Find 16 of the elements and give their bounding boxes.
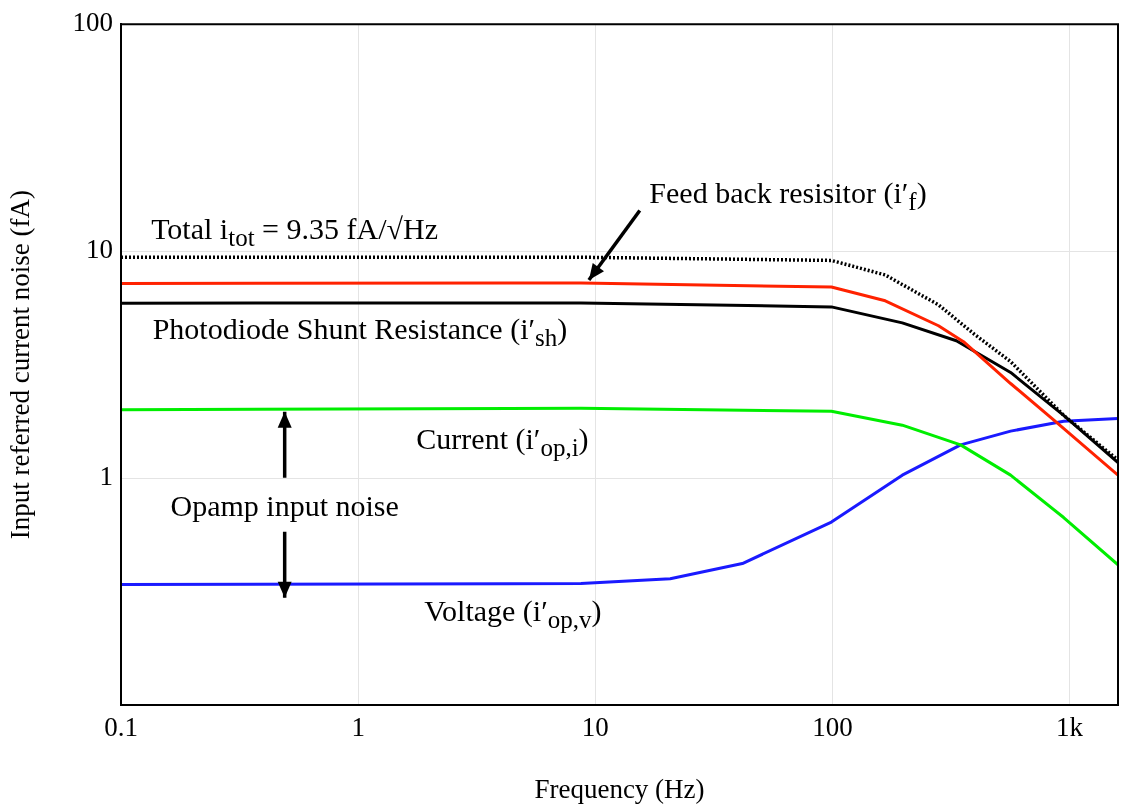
legend-label: Photodiode Shunt Resistance (i′$_{sh}$) bbox=[152, 312, 568, 352]
x-tick-label: 1k bbox=[1056, 712, 1084, 743]
series-label: Voltage (i′$_{op,v}$) bbox=[424, 594, 602, 635]
y-axis-title: Input referred current noise (fA) bbox=[5, 189, 36, 540]
y-tick-label: 10 bbox=[86, 234, 113, 265]
x-tick-label: 10 bbox=[581, 712, 609, 743]
x-axis-title: Frequency (Hz) bbox=[534, 773, 705, 804]
y-tick-label: 1 bbox=[99, 461, 113, 492]
annotation: Opamp input noise bbox=[170, 488, 399, 522]
series-label: Total i$_{tot}$ = 9.35 fA/√Hz bbox=[151, 212, 438, 252]
text: Feed back resisitor (i′$_{f}$) bbox=[649, 175, 927, 216]
series-label: Current (i′$_{op,i}$) bbox=[416, 422, 589, 462]
x-tick-label: 0.1 bbox=[104, 712, 138, 743]
x-tick-label: 100 bbox=[812, 712, 853, 743]
x-tick-label: 1 bbox=[351, 712, 365, 743]
y-tick-label: 100 bbox=[72, 7, 113, 38]
